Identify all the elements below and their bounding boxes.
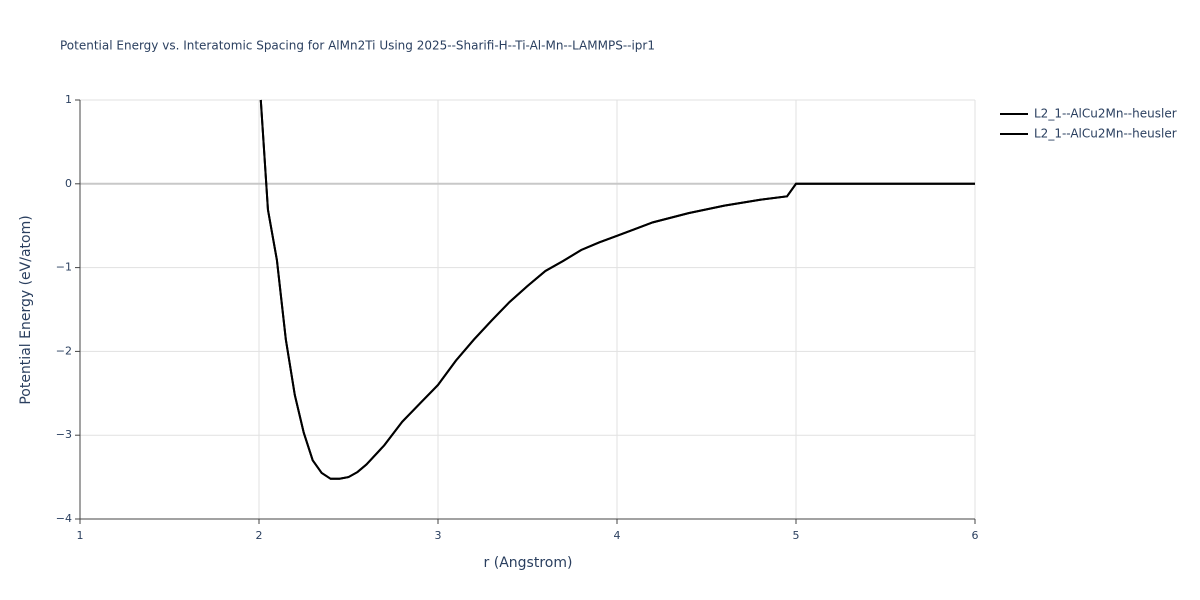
x-tick-label: 6 bbox=[972, 529, 979, 542]
x-axis-label: r (Angstrom) bbox=[484, 555, 573, 571]
x-tick-label: 3 bbox=[435, 529, 442, 542]
y-tick-label: −4 bbox=[56, 512, 72, 525]
x-tick-label: 2 bbox=[256, 529, 263, 542]
line-series bbox=[259, 99, 975, 480]
y-tick-label: 0 bbox=[65, 177, 72, 190]
legend-label: L2_1--AlCu2Mn--heusler bbox=[1034, 127, 1177, 141]
line-series bbox=[259, 99, 975, 480]
y-tick-label: −3 bbox=[56, 428, 72, 441]
y-tick-label: 1 bbox=[65, 93, 72, 106]
x-tick-label: 5 bbox=[793, 529, 800, 542]
x-tick-label: 1 bbox=[77, 529, 84, 542]
y-axis-label: Potential Energy (eV/atom) bbox=[18, 215, 34, 404]
y-tick-label: −2 bbox=[56, 344, 72, 357]
chart-title: Potential Energy vs. Interatomic Spacing… bbox=[60, 39, 655, 53]
legend-label: L2_1--AlCu2Mn--heusler bbox=[1034, 107, 1177, 121]
x-tick-label: 4 bbox=[614, 529, 621, 542]
y-tick-label: −1 bbox=[56, 261, 72, 274]
